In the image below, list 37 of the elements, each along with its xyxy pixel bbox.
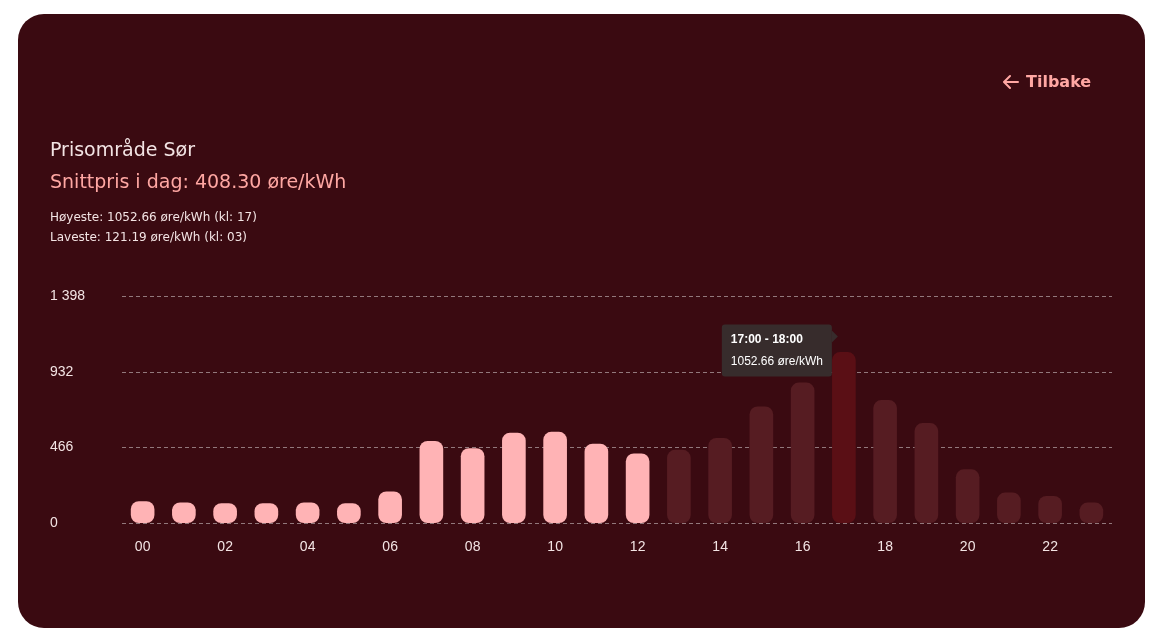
text: Tilbake [1026, 72, 1092, 91]
y-tick-label: 0 [50, 514, 58, 531]
x-tick-label: 00 [134, 538, 151, 555]
x-tick-label: 18 [877, 538, 894, 555]
annotation: 1052.66 øre/kWh [730, 353, 823, 368]
x-tick-label: 06 [382, 538, 399, 555]
bar [749, 406, 774, 524]
chart-subtitle: Snittpris i dag: 408.30 øre/kWh [50, 170, 347, 192]
x-tick-label: 04 [299, 538, 316, 555]
chart-title: Prisområde Sør [50, 138, 195, 160]
x-tick-label: 20 [959, 538, 976, 555]
x-tick-label: 16 [794, 538, 811, 555]
text: Laveste: 121.19 øre/kWh (kl: 03) [50, 229, 248, 246]
bar [543, 431, 567, 524]
y-tick-label: 932 [50, 362, 74, 379]
annotation: 17:00 - 18:00 [730, 331, 804, 346]
bar [419, 440, 444, 524]
bar [708, 438, 732, 524]
text: Høyeste: 1052.66 øre/kWh (kl: 17) [50, 209, 257, 226]
x-tick-label: 10 [547, 538, 564, 555]
x-tick-label: 12 [629, 538, 646, 555]
x-tick-label: 14 [712, 538, 729, 555]
bar [955, 469, 980, 524]
bar [914, 423, 939, 524]
y-tick-label: 466 [50, 438, 74, 455]
bar [625, 453, 650, 524]
bar [832, 352, 856, 524]
bar [584, 443, 609, 524]
y-tick-label: 1 398 [50, 287, 86, 304]
bar [502, 432, 526, 524]
bar [667, 449, 691, 524]
x-tick-label: 02 [217, 538, 234, 555]
bar [790, 382, 815, 524]
bar [873, 400, 897, 524]
x-tick-label: 08 [464, 538, 481, 555]
x-tick-label: 22 [1042, 538, 1059, 555]
bar [460, 448, 485, 524]
